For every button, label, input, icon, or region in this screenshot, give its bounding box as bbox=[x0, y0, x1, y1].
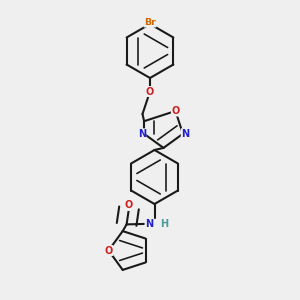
Text: H: H bbox=[160, 219, 168, 229]
Text: N: N bbox=[181, 129, 189, 139]
Text: O: O bbox=[171, 106, 180, 116]
Text: N: N bbox=[138, 129, 146, 139]
Text: Br: Br bbox=[144, 18, 156, 27]
Text: O: O bbox=[125, 200, 133, 211]
Text: O: O bbox=[104, 245, 113, 256]
Text: O: O bbox=[146, 86, 154, 97]
Text: N: N bbox=[145, 219, 153, 229]
